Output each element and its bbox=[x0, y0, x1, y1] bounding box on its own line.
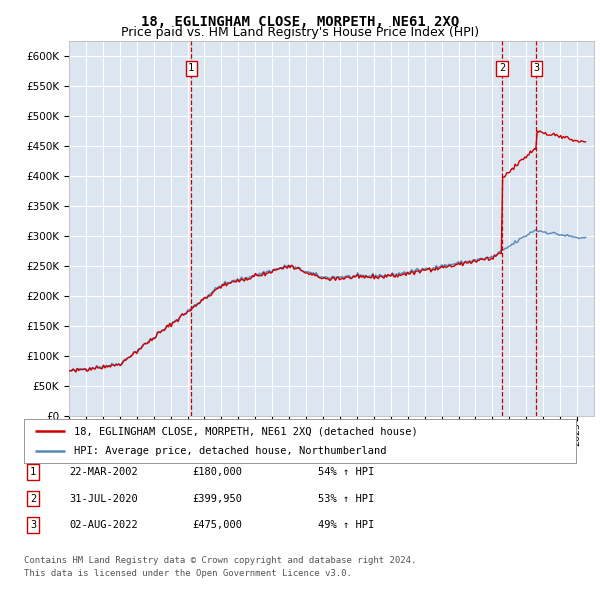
Text: 22-MAR-2002: 22-MAR-2002 bbox=[69, 467, 138, 477]
Text: 18, EGLINGHAM CLOSE, MORPETH, NE61 2XQ: 18, EGLINGHAM CLOSE, MORPETH, NE61 2XQ bbox=[141, 15, 459, 29]
Text: 1: 1 bbox=[30, 467, 36, 477]
Text: 2: 2 bbox=[30, 494, 36, 503]
Text: 02-AUG-2022: 02-AUG-2022 bbox=[69, 520, 138, 530]
Text: 53% ↑ HPI: 53% ↑ HPI bbox=[318, 494, 374, 503]
Text: 49% ↑ HPI: 49% ↑ HPI bbox=[318, 520, 374, 530]
Text: This data is licensed under the Open Government Licence v3.0.: This data is licensed under the Open Gov… bbox=[24, 569, 352, 578]
Text: 31-JUL-2020: 31-JUL-2020 bbox=[69, 494, 138, 503]
Text: £399,950: £399,950 bbox=[192, 494, 242, 503]
Text: Contains HM Land Registry data © Crown copyright and database right 2024.: Contains HM Land Registry data © Crown c… bbox=[24, 556, 416, 565]
Text: £180,000: £180,000 bbox=[192, 467, 242, 477]
Text: £475,000: £475,000 bbox=[192, 520, 242, 530]
Text: Price paid vs. HM Land Registry's House Price Index (HPI): Price paid vs. HM Land Registry's House … bbox=[121, 26, 479, 39]
Text: 3: 3 bbox=[533, 63, 539, 73]
Text: 54% ↑ HPI: 54% ↑ HPI bbox=[318, 467, 374, 477]
Text: HPI: Average price, detached house, Northumberland: HPI: Average price, detached house, Nort… bbox=[74, 446, 386, 455]
Text: 1: 1 bbox=[188, 63, 194, 73]
Text: 18, EGLINGHAM CLOSE, MORPETH, NE61 2XQ (detached house): 18, EGLINGHAM CLOSE, MORPETH, NE61 2XQ (… bbox=[74, 427, 418, 436]
Text: 3: 3 bbox=[30, 520, 36, 530]
Text: 2: 2 bbox=[499, 63, 505, 73]
